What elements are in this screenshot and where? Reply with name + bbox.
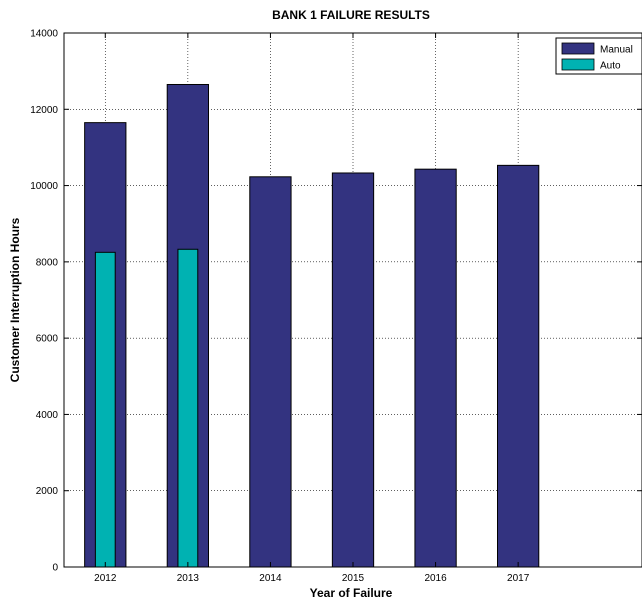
x-tick-label: 2014 [259, 573, 282, 584]
legend-label-manual: Manual [600, 45, 633, 56]
y-tick-label: 0 [52, 563, 58, 574]
y-axis-label: Customer Interruption Hours [8, 217, 22, 382]
axis-ticks: 0 2000 4000 6000 8000 10000 12000 14000 2012 2013… [30, 29, 642, 584]
bar-manual-2017 [497, 164, 540, 568]
x-axis-label: Year of Failure [310, 586, 393, 600]
bars [84, 83, 540, 568]
legend: Manual Auto [555, 37, 642, 75]
y-tick-label: 4000 [36, 410, 59, 421]
bar-manual-2016 [414, 168, 457, 568]
y-tick-label: 2000 [36, 486, 59, 497]
x-tick-label: 2013 [177, 573, 200, 584]
chart-title: BANK 1 FAILURE RESULTS [272, 8, 430, 22]
bar-manual-2014 [249, 176, 292, 568]
legend-label-auto: Auto [600, 61, 621, 72]
x-tick-label: 2016 [424, 573, 447, 584]
bar-manual-2015 [331, 172, 375, 568]
y-tick-label: 6000 [36, 334, 59, 345]
x-tick-label: 2017 [507, 573, 530, 584]
x-tick-label: 2015 [342, 573, 365, 584]
bar-auto-2013 [177, 248, 199, 568]
y-tick-label: 12000 [30, 105, 58, 116]
x-tick-label: 2012 [94, 573, 117, 584]
y-tick-label: 14000 [30, 29, 58, 40]
legend-swatch-manual [561, 42, 595, 55]
legend-swatch-auto [561, 58, 595, 71]
y-tick-label: 8000 [36, 257, 59, 268]
bar-auto-2012 [94, 251, 116, 568]
y-tick-label: 10000 [30, 181, 58, 192]
